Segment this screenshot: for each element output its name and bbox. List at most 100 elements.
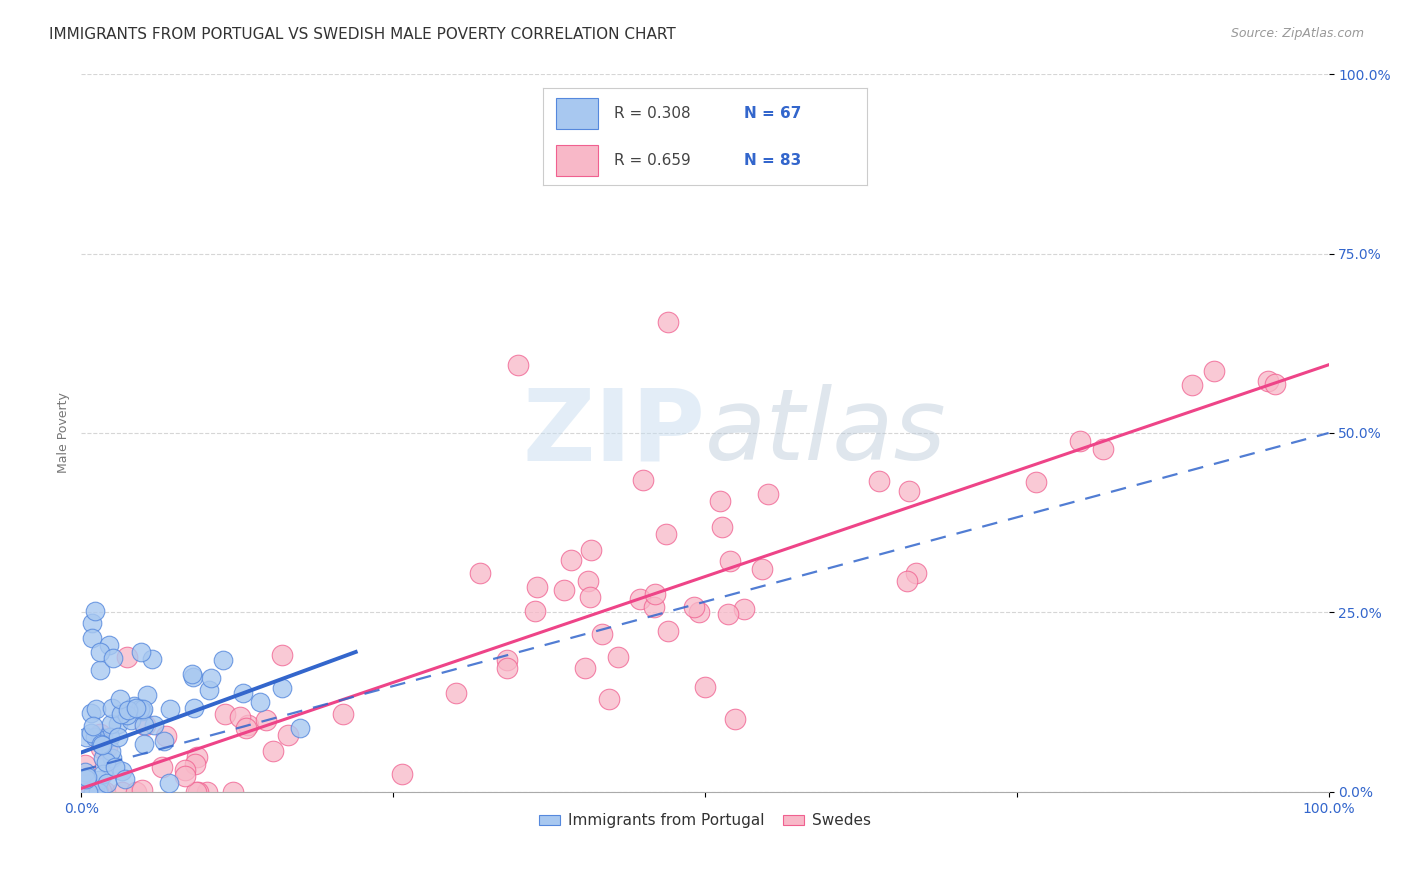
Point [1092, 442, 1115, 457]
Point [174, 768, 197, 782]
Point [100, 701, 122, 715]
Point [717, 607, 740, 621]
Point [75, 730, 97, 744]
Point [1264, 376, 1286, 391]
Point [181, 670, 204, 684]
Point [100, 744, 122, 758]
Point [553, 582, 575, 597]
Point [683, 599, 706, 614]
Point [180, 667, 202, 681]
Point [155, 729, 177, 743]
Point [79, 726, 101, 740]
Point [76, 770, 98, 784]
Point [89, 645, 111, 659]
Point [129, 702, 152, 716]
Point [132, 718, 155, 732]
Point [100, 717, 122, 731]
Point [271, 648, 294, 662]
Point [90, 737, 112, 751]
Point [332, 706, 354, 721]
Point [200, 671, 222, 685]
Point [270, 681, 292, 695]
Point [152, 760, 174, 774]
Point [89, 772, 111, 787]
Point [198, 682, 221, 697]
Point [751, 562, 773, 576]
Point [693, 681, 716, 695]
Point [110, 785, 132, 799]
Text: atlas: atlas [704, 384, 946, 482]
Point [496, 661, 519, 675]
Point [654, 526, 676, 541]
Point [391, 767, 413, 781]
Point [1204, 363, 1226, 377]
Point [110, 707, 132, 722]
Point [222, 785, 245, 799]
Point [644, 587, 666, 601]
Point [73, 758, 96, 772]
Point [628, 592, 651, 607]
Point [93, 785, 115, 799]
Point [82, 616, 104, 631]
Y-axis label: Male Poverty: Male Poverty [58, 392, 70, 474]
Point [132, 702, 155, 716]
Point [186, 750, 208, 764]
Point [100, 730, 122, 744]
Point [129, 645, 152, 659]
Point [143, 718, 166, 732]
Point [125, 701, 148, 715]
Point [657, 315, 679, 329]
Point [159, 702, 181, 716]
Point [131, 704, 153, 718]
Point [82, 631, 104, 645]
Point [277, 728, 299, 742]
Point [254, 713, 277, 727]
Point [89, 663, 111, 677]
Point [96, 776, 118, 790]
Point [91, 767, 114, 781]
Point [896, 574, 918, 589]
Point [578, 590, 600, 604]
Point [89, 727, 111, 741]
Point [87, 785, 110, 799]
Point [578, 574, 600, 588]
Point [94, 755, 117, 769]
Point [560, 553, 582, 567]
Point [125, 785, 148, 799]
Point [124, 698, 146, 713]
Point [643, 599, 665, 614]
Point [1257, 374, 1279, 388]
Point [184, 757, 207, 772]
Point [574, 661, 596, 675]
Point [228, 710, 250, 724]
Point [235, 722, 257, 736]
Point [1025, 475, 1047, 489]
Point [82, 719, 104, 733]
Point [134, 717, 156, 731]
Point [688, 605, 710, 619]
Point [212, 653, 235, 667]
Text: ZIP: ZIP [522, 384, 704, 482]
Point [117, 650, 139, 665]
Point [711, 520, 734, 534]
Point [526, 580, 548, 594]
Point [262, 744, 284, 758]
Point [288, 721, 311, 735]
Point [631, 473, 654, 487]
Point [101, 751, 124, 765]
Point [173, 763, 195, 777]
Point [84, 730, 107, 744]
Point [87, 785, 110, 799]
Point [657, 624, 679, 638]
Point [506, 358, 529, 372]
Point [90, 741, 112, 756]
Point [107, 717, 129, 731]
Point [90, 783, 112, 797]
Point [80, 706, 103, 720]
Point [718, 554, 741, 568]
Point [80, 785, 103, 799]
Point [153, 734, 176, 748]
Point [82, 785, 104, 799]
Point [141, 652, 163, 666]
Point [75, 772, 97, 787]
